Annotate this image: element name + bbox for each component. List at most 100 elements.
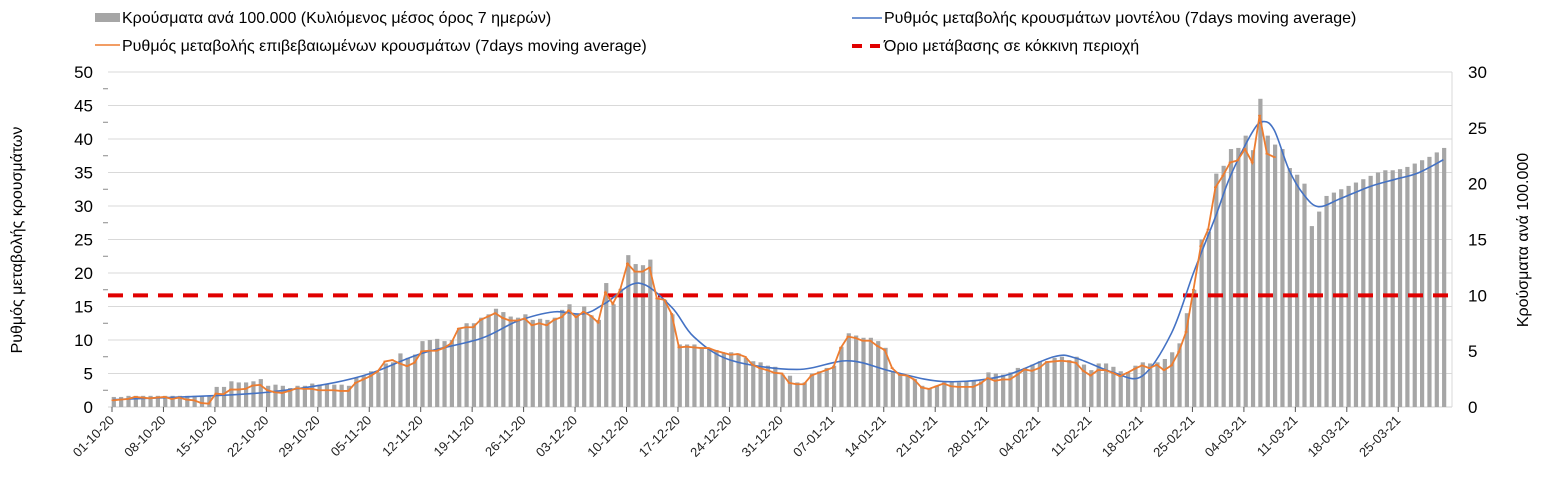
bar	[391, 362, 396, 407]
bar	[912, 379, 918, 407]
bar	[1339, 189, 1344, 407]
x-tick-label: 29-10-20	[276, 413, 323, 460]
x-tick-label: 21-01-21	[893, 413, 940, 460]
right-tick-label: 0	[1468, 398, 1477, 417]
bar	[1243, 135, 1248, 407]
x-tick-label: 15-10-20	[173, 413, 220, 460]
x-tick-label: 04-03-21	[1202, 413, 1249, 460]
bar	[273, 384, 278, 407]
bar	[221, 386, 227, 407]
bar	[442, 341, 447, 407]
bar	[1383, 170, 1388, 407]
bar	[817, 371, 822, 407]
bar	[457, 328, 462, 407]
left-tick-label: 15	[74, 298, 93, 317]
bar	[971, 381, 976, 407]
bar	[861, 337, 866, 407]
bar	[501, 312, 506, 407]
bar	[1192, 289, 1197, 407]
left-tick-label: 25	[74, 231, 93, 250]
bar	[1023, 367, 1028, 407]
bar	[883, 347, 888, 407]
legend: Κρούσματα ανά 100.000 (Κυλιόμενος μέσος …	[95, 10, 1356, 55]
bar	[515, 317, 521, 407]
bar	[1331, 192, 1336, 407]
legend-model-label: Ρυθμός μεταβολής κρουσμάτων μοντέλου (7d…	[884, 10, 1356, 27]
bar	[582, 306, 587, 407]
legend-bars-label: Κρούσματα ανά 100.000 (Κυλιόμενος μέσος …	[122, 10, 551, 27]
x-tick-label: 07-01-21	[790, 413, 837, 460]
bar	[1206, 231, 1212, 407]
bar	[119, 396, 124, 407]
bar	[1118, 371, 1123, 407]
left-tick-label: 10	[74, 331, 93, 350]
bar	[1228, 149, 1234, 408]
x-tick-label: 10-12-20	[584, 413, 631, 460]
bar	[405, 357, 410, 407]
bar	[920, 385, 925, 407]
bar	[795, 382, 800, 407]
bars-series	[111, 98, 1447, 408]
bar	[626, 255, 631, 407]
bar	[1001, 374, 1006, 407]
bar	[721, 353, 726, 407]
right-axis-ticks: 0 5 10 15 20 25 30	[1468, 63, 1487, 417]
bar	[177, 395, 183, 407]
bar	[1375, 172, 1381, 407]
bar	[648, 259, 653, 407]
bar	[1081, 364, 1087, 407]
legend-bars-swatch	[95, 13, 120, 22]
bar	[1008, 372, 1013, 407]
bar	[604, 283, 609, 407]
gridlines	[103, 71, 1453, 408]
bar	[1126, 372, 1131, 407]
bar	[1045, 361, 1050, 407]
right-axis-title: Κρούσματα ανά 100.000	[1515, 153, 1532, 327]
x-tick-label: 14-01-21	[841, 413, 888, 460]
bar	[993, 373, 998, 407]
bar	[1397, 169, 1403, 407]
bar	[736, 353, 741, 407]
bar	[964, 381, 969, 407]
bar	[310, 383, 315, 407]
bar	[126, 395, 131, 407]
bar	[868, 337, 873, 407]
bar	[464, 323, 469, 407]
bar	[302, 385, 307, 407]
left-axis-ticks: 0 5 10 15 20 25 30 35 40 45 50	[74, 63, 93, 417]
bar	[420, 341, 425, 407]
bar	[346, 385, 352, 407]
bar	[1059, 356, 1065, 407]
bar	[471, 323, 477, 407]
bar	[707, 347, 712, 407]
bar	[1287, 168, 1292, 407]
bar	[839, 346, 844, 407]
x-tick-label: 26-11-20	[482, 413, 529, 460]
bar	[332, 384, 337, 407]
bar	[1420, 160, 1425, 407]
bar	[1155, 362, 1160, 407]
bar	[729, 352, 734, 407]
bar	[148, 395, 153, 407]
bar	[692, 344, 697, 407]
bar	[949, 381, 954, 407]
bar	[141, 395, 146, 407]
left-tick-label: 35	[74, 164, 93, 183]
x-tick-label: 18-02-21	[1099, 413, 1146, 460]
x-tick-label: 28-01-21	[944, 413, 991, 460]
x-tick-label: 04-02-21	[996, 413, 1043, 460]
bar	[170, 395, 175, 407]
right-tick-label: 15	[1468, 231, 1487, 250]
bar	[479, 317, 484, 407]
x-tick-label: 01-10-20	[70, 413, 117, 460]
bar	[413, 354, 418, 407]
bar	[435, 338, 440, 407]
bar	[1324, 195, 1329, 407]
left-tick-label: 20	[74, 264, 93, 283]
bar	[530, 319, 535, 407]
bar	[1162, 358, 1167, 407]
bar	[361, 375, 366, 407]
bar	[986, 372, 991, 407]
bar	[1214, 173, 1219, 407]
bar	[1368, 175, 1373, 407]
